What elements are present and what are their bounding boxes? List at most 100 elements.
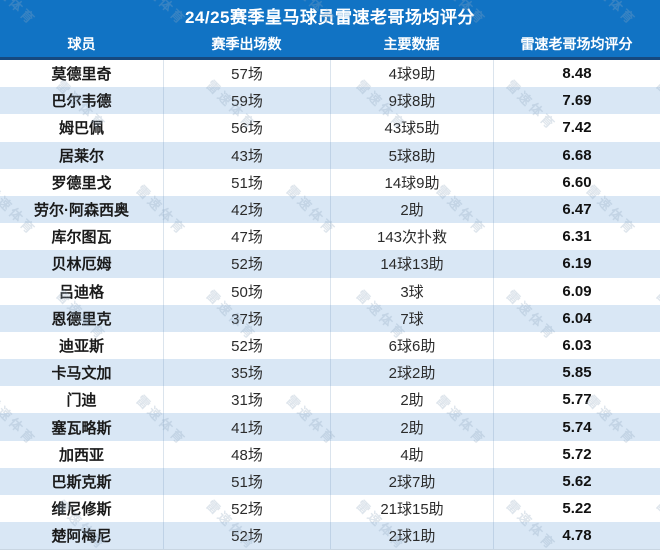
- table-header: 24/25赛季皇马球员雷速老哥场均评分 球员 赛季出场数 主要数据 雷速老哥场均…: [0, 0, 660, 60]
- player-name-cell: 巴尔韦德: [51, 93, 112, 111]
- player-name-cell: 加西亚: [58, 446, 104, 464]
- appearances-cell: 35场: [163, 359, 330, 387]
- appearances-cell: 41场: [163, 413, 330, 441]
- table-row: 卡马文加 35场 2球2助 5.85: [0, 359, 660, 387]
- player-name-cell: 卡马文加: [51, 365, 112, 383]
- appearances-cell: 42场: [163, 195, 330, 224]
- player-name-cell: 恩德里克: [51, 310, 112, 328]
- table-row: 库尔图瓦 47场 143次扑救 6.31: [0, 223, 660, 251]
- rating-cell: 5.77: [493, 386, 660, 414]
- player-name-cell: 劳尔·阿森西奥: [34, 202, 129, 220]
- table-row: 加西亚 48场 4助 5.72: [0, 440, 660, 468]
- main-stats-cell: 143次扑救: [330, 223, 493, 251]
- table-row: 维尼修斯 52场 21球15助 5.22: [0, 495, 660, 523]
- column-header-appearances: 赛季出场数: [211, 36, 282, 52]
- appearances-cell: 51场: [163, 168, 330, 196]
- appearances-cell: 56场: [163, 114, 330, 142]
- column-header-player: 球员: [67, 36, 96, 52]
- table-row: 门迪 31场 2助 5.77: [0, 386, 660, 414]
- rating-cell: 5.72: [493, 440, 660, 468]
- appearances-cell: 50场: [163, 277, 330, 305]
- player-name-cell: 库尔图瓦: [51, 229, 112, 247]
- appearances-cell: 47场: [163, 223, 330, 251]
- appearances-cell: 37场: [163, 304, 330, 332]
- player-name-cell: 莫德里奇: [51, 66, 112, 84]
- main-stats-cell: 2球7助: [330, 467, 493, 495]
- rating-cell: 6.68: [493, 141, 660, 169]
- main-stats-cell: 2助: [330, 386, 493, 414]
- appearances-cell: 31场: [163, 386, 330, 414]
- main-stats-cell: 2球2助: [330, 359, 493, 387]
- player-name-cell: 迪亚斯: [58, 337, 104, 355]
- table-row: 居莱尔 43场 5球8助 6.68: [0, 141, 660, 169]
- table-row: 罗德里戈 51场 14球9助 6.60: [0, 168, 660, 196]
- player-name-cell: 巴斯克斯: [51, 473, 112, 491]
- main-stats-cell: 21球15助: [330, 495, 493, 523]
- table-row: 恩德里克 37场 7球 6.04: [0, 304, 660, 332]
- main-stats-cell: 2助: [330, 413, 493, 441]
- player-name-cell: 塞瓦略斯: [51, 419, 112, 437]
- table-row: 劳尔·阿森西奥 42场 2助 6.47: [0, 195, 660, 224]
- table-row: 姆巴佩 56场 43球5助 7.42: [0, 114, 660, 142]
- player-name-cell: 罗德里戈: [51, 174, 112, 192]
- rating-cell: 6.60: [493, 168, 660, 196]
- column-header-rating: 雷速老哥场均评分: [520, 36, 633, 52]
- rating-cell: 5.62: [493, 467, 660, 495]
- main-stats-cell: 4助: [330, 440, 493, 468]
- rating-cell: 6.04: [493, 304, 660, 332]
- main-stats-cell: 43球5助: [330, 114, 493, 142]
- main-stats-cell: 6球6助: [330, 331, 493, 360]
- table-row: 巴斯克斯 51场 2球7助 5.62: [0, 467, 660, 495]
- appearances-cell: 52场: [163, 331, 330, 360]
- appearances-cell: 57场: [163, 60, 330, 88]
- main-stats-cell: 2球1助: [330, 522, 493, 550]
- table-row: 巴尔韦德 59场 9球8助 7.69: [0, 87, 660, 115]
- rating-cell: 6.09: [493, 277, 660, 305]
- table-row: 楚阿梅尼 52场 2球1助 4.78: [0, 522, 660, 551]
- table-row: 塞瓦略斯 41场 2助 5.74: [0, 413, 660, 441]
- main-stats-cell: 2助: [330, 195, 493, 224]
- rating-cell: 8.48: [493, 60, 660, 88]
- main-stats-cell: 4球9助: [330, 60, 493, 88]
- player-name-cell: 吕迪格: [58, 283, 104, 301]
- table-row: 莫德里奇 57场 4球9助 8.48: [0, 60, 660, 88]
- table-body: 莫德里奇 57场 4球9助 8.48 巴尔韦德 59场 9球8助 7.69 姆巴佩 56场 43球5…: [0, 60, 660, 551]
- rating-cell: 5.74: [493, 413, 660, 441]
- appearances-cell: 59场: [163, 87, 330, 115]
- title-row: 24/25赛季皇马球员雷速老哥场均评分: [0, 0, 660, 31]
- rating-cell: 5.85: [493, 359, 660, 387]
- main-stats-cell: 14球9助: [330, 168, 493, 196]
- rating-cell: 7.69: [493, 87, 660, 115]
- main-stats-cell: 14球13助: [330, 250, 493, 278]
- player-name-cell: 楚阿梅尼: [51, 528, 112, 546]
- appearances-cell: 51场: [163, 467, 330, 495]
- main-stats-cell: 7球: [330, 304, 493, 332]
- column-header-row: 球员 赛季出场数 主要数据 雷速老哥场均评分: [0, 31, 660, 57]
- table-row: 迪亚斯 52场 6球6助 6.03: [0, 331, 660, 360]
- table-row: 贝林厄姆 52场 14球13助 6.19: [0, 250, 660, 278]
- player-name-cell: 贝林厄姆: [51, 256, 112, 274]
- main-stats-cell: 5球8助: [330, 141, 493, 169]
- appearances-cell: 43场: [163, 141, 330, 169]
- appearances-cell: 52场: [163, 522, 330, 550]
- player-name-cell: 门迪: [66, 392, 97, 410]
- player-name-cell: 居莱尔: [58, 147, 104, 165]
- rating-cell: 7.42: [493, 114, 660, 142]
- rating-cell: 6.03: [493, 331, 660, 360]
- player-name-cell: 维尼修斯: [51, 501, 112, 519]
- rating-cell: 5.22: [493, 495, 660, 523]
- main-stats-cell: 9球8助: [330, 87, 493, 115]
- rating-cell: 6.47: [493, 195, 660, 224]
- page-title: 24/25赛季皇马球员雷速老哥场均评分: [184, 8, 476, 27]
- appearances-cell: 48场: [163, 440, 330, 468]
- rating-cell: 4.78: [493, 522, 660, 550]
- table-row: 吕迪格 50场 3球 6.09: [0, 277, 660, 305]
- rating-cell: 6.19: [493, 250, 660, 278]
- main-stats-cell: 3球: [330, 277, 493, 305]
- player-name-cell: 姆巴佩: [58, 120, 104, 138]
- rating-cell: 6.31: [493, 223, 660, 251]
- appearances-cell: 52场: [163, 495, 330, 523]
- column-header-main-stats: 主要数据: [383, 36, 440, 52]
- appearances-cell: 52场: [163, 250, 330, 278]
